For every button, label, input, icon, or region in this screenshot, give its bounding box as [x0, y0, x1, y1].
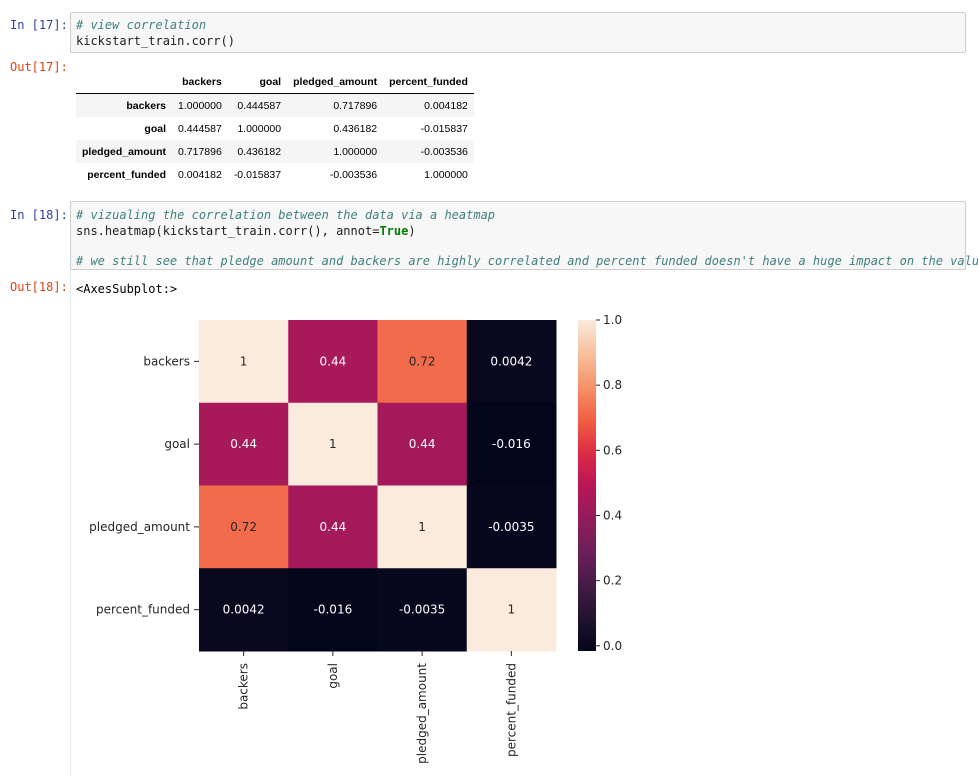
heatmap-annotation: 0.0042: [223, 603, 265, 617]
colorbar-tick-label: 0.8: [603, 378, 622, 392]
table-column-header: pledged_amount: [287, 70, 384, 94]
y-tick-label: pledged_amount: [89, 520, 190, 534]
heatmap-cell: [199, 568, 289, 652]
table-row-index: backers: [126, 99, 167, 112]
table-header-row: backers goal pledged_amount percent_fund…: [76, 70, 474, 94]
out-prompt-17: Out[17]:: [10, 60, 68, 74]
table-cell: 1.000000: [178, 99, 222, 112]
heatmap-annotation: 0.72: [409, 354, 436, 368]
heatmap-cell: [199, 320, 289, 404]
code-text: ): [408, 224, 416, 238]
x-tick-label: goal: [326, 663, 340, 689]
code-comment: # view correlation: [76, 18, 207, 32]
heatmap-cell: [377, 402, 468, 486]
table-row: goal 0.444587 1.000000 0.436182 -0.01583…: [76, 117, 474, 140]
x-tick-label: percent_funded: [504, 663, 518, 757]
table-cell: 0.004182: [424, 99, 468, 112]
heatmap-cell: [288, 568, 378, 652]
heatmap-cell: [288, 485, 378, 569]
code-cell-17[interactable]: # view correlation kickstart_train.corr(…: [70, 12, 966, 53]
colorbar-tick-label: 1.0: [603, 313, 622, 327]
heatmap-cell: [466, 485, 557, 569]
table-cell: -0.003536: [329, 168, 378, 181]
x-tick-label: backers: [237, 663, 251, 710]
table-index-header: [76, 70, 173, 94]
table-column-header: goal: [227, 70, 288, 94]
table-cell: 0.444587: [178, 122, 222, 135]
table-cell: -0.015837: [233, 168, 282, 181]
heatmap-annotation: 0.72: [230, 520, 257, 534]
colorbar-tick-label: 0.0: [603, 639, 622, 653]
heatmap-cell: [466, 320, 557, 404]
heatmap-annotation: 0.44: [230, 437, 257, 451]
heatmap-annotation: 0.44: [409, 437, 436, 451]
heatmap-cell: [199, 402, 289, 486]
heatmap-annotation: 1: [508, 603, 516, 617]
heatmap-annotation: 1: [240, 354, 248, 368]
table-cell: 0.717896: [178, 145, 222, 158]
code-cell-18[interactable]: # vizualing the correlation between the …: [70, 201, 978, 270]
heatmap-cell: [377, 320, 468, 404]
heatmap-annotation: -0.016: [492, 437, 531, 451]
table-cell: -0.003536: [420, 145, 468, 158]
heatmap-annotation: 1: [329, 437, 337, 451]
y-tick-label: backers: [143, 354, 190, 368]
heatmap-cell: [288, 320, 378, 404]
y-tick-label: percent_funded: [96, 603, 190, 617]
code-keyword: True: [379, 224, 409, 238]
heatmap-cell: [466, 568, 557, 652]
output-gutter: [0, 270, 71, 776]
code-text: sns.heatmap(kickstart_train.corr(), anno…: [76, 224, 380, 238]
table-row: percent_funded 0.004182 -0.015837 -0.003…: [76, 163, 474, 186]
table-cell: 1.000000: [237, 122, 282, 135]
code-comment: # vizualing the correlation between the …: [76, 208, 496, 222]
heatmap-annotation: -0.016: [314, 603, 353, 617]
heatmap-cell: [288, 402, 378, 486]
output-text: <AxesSubplot:>: [76, 282, 178, 296]
code-line: kickstart_train.corr(): [76, 34, 235, 48]
out-prompt-18: Out[18]:: [10, 280, 68, 294]
in-prompt-18: In [18]:: [10, 208, 68, 222]
table-row-index: percent_funded: [87, 168, 167, 181]
y-tick-label: goal: [164, 437, 190, 451]
heatmap-cell: [199, 485, 289, 569]
colorbar: [578, 320, 596, 651]
table-cell: 0.436182: [237, 145, 282, 158]
heatmap-annotation: 1: [418, 520, 426, 534]
colorbar-tick-label: 0.6: [603, 443, 622, 457]
correlation-table: backers goal pledged_amount percent_fund…: [76, 70, 474, 186]
table-row-index: goal: [144, 122, 167, 135]
table-column-header: percent_funded: [383, 70, 474, 94]
table-row-index: pledged_amount: [82, 145, 167, 158]
table-cell: 0.436182: [333, 122, 378, 135]
colorbar-tick-label: 0.4: [603, 508, 622, 522]
table-cell: 0.004182: [178, 168, 222, 181]
heatmap-annotation: 0.0042: [490, 354, 532, 368]
table-cell: 1.000000: [424, 168, 468, 181]
x-tick-label: pledged_amount: [415, 663, 429, 764]
table-cell: 0.717896: [333, 99, 378, 112]
in-prompt-17: In [17]:: [10, 18, 68, 32]
heatmap-annotation: -0.0035: [488, 520, 534, 534]
table-row: backers 1.000000 0.444587 0.717896 0.004…: [76, 93, 474, 117]
code-comment: # we still see that pledge amount and ba…: [76, 254, 978, 268]
table-column-header: backers: [172, 70, 228, 94]
heatmap-annotation: 0.44: [320, 354, 347, 368]
heatmap-cell: [377, 568, 468, 652]
table-cell: -0.015837: [420, 122, 468, 135]
code-line: sns.heatmap(kickstart_train.corr(), anno…: [76, 224, 416, 238]
heatmap-annotation: 0.44: [320, 520, 347, 534]
colorbar-tick-label: 0.2: [603, 574, 622, 588]
table-row: pledged_amount 0.717896 0.436182 1.00000…: [76, 140, 474, 163]
heatmap-annotation: -0.0035: [399, 603, 445, 617]
table-cell: 0.444587: [237, 99, 282, 112]
heatmap-cell: [377, 485, 468, 569]
heatmap-cell: [466, 402, 557, 486]
table-cell: 1.000000: [333, 145, 378, 158]
